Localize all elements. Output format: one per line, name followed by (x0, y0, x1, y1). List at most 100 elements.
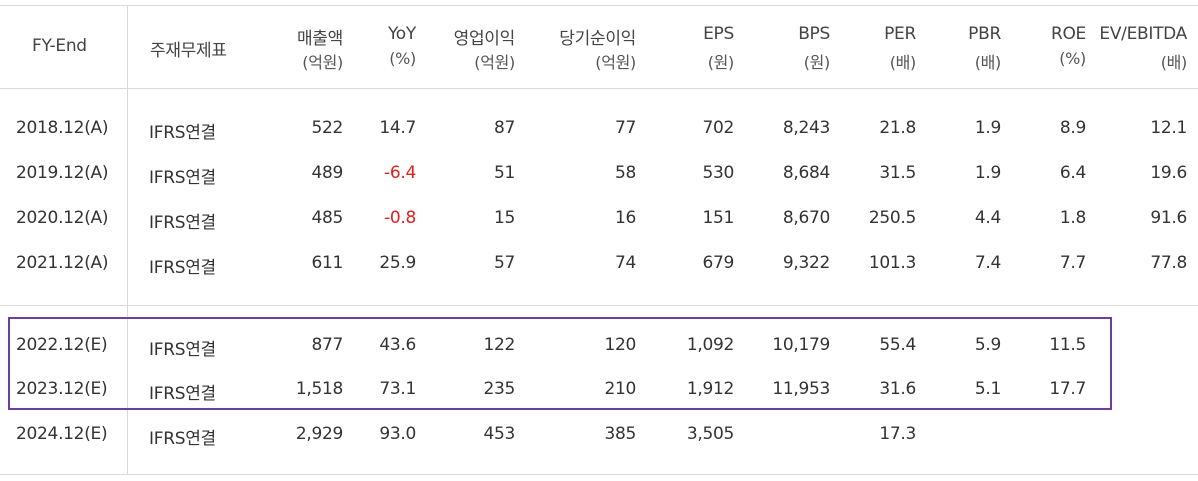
cell-per: 31.5 (879, 163, 916, 183)
cell-net-income: 16 (614, 208, 636, 228)
cell-revenue: 1,518 (295, 379, 343, 399)
cell-roe: 8.9 (1059, 118, 1086, 138)
cell-net-income: 58 (614, 163, 636, 183)
cell-net-income: 210 (604, 379, 636, 399)
cell-statement-type: IFRS연결 (149, 258, 216, 278)
header-unit-net-income: (억원) (595, 53, 636, 72)
header-unit-yoy: (%) (389, 49, 416, 68)
header-unit-pbr: (배) (974, 53, 1002, 72)
cell-operating-profit: 122 (483, 335, 515, 355)
cell-yoy: 25.9 (379, 253, 416, 273)
header-divider (0, 88, 1198, 89)
cell-pbr: 7.4 (974, 253, 1001, 273)
cell-yoy: -0.8 (384, 208, 416, 228)
cell-roe: 1.8 (1059, 208, 1086, 228)
cell-fy-end: 2020.12(A) (16, 208, 109, 228)
cell-statement-type: IFRS연결 (149, 123, 216, 143)
cell-per: 31.6 (879, 379, 916, 399)
cell-statement-type: IFRS연결 (149, 213, 216, 233)
cell-eps: 3,505 (686, 424, 734, 444)
header-unit-revenue: (억원) (302, 53, 343, 72)
cell-operating-profit: 57 (493, 253, 515, 273)
table-top-border (0, 5, 1198, 6)
cell-per: 17.3 (879, 424, 916, 444)
cell-operating-profit: 15 (493, 208, 515, 228)
cell-eps: 151 (702, 208, 734, 228)
header-pbr: PBR (968, 24, 1001, 44)
cell-eps: 679 (702, 253, 734, 273)
cell-statement-type: IFRS연결 (149, 340, 216, 360)
header-statement-type: 주재무제표 (150, 41, 227, 61)
header-unit-bps: (원) (803, 53, 831, 72)
cell-bps: 8,684 (782, 163, 830, 183)
cell-operating-profit: 87 (493, 118, 515, 138)
cell-fy-end: 2018.12(A) (16, 118, 109, 138)
header-operating-profit: 영업이익 (453, 29, 516, 49)
cell-per: 250.5 (868, 208, 916, 228)
cell-pbr: 4.4 (974, 208, 1001, 228)
cell-revenue: 611 (311, 253, 343, 273)
cell-bps: 9,322 (782, 253, 830, 273)
cell-eps: 530 (702, 163, 734, 183)
cell-net-income: 77 (614, 118, 636, 138)
cell-ev-ebitda: 77.8 (1150, 253, 1187, 273)
cell-yoy: 14.7 (379, 118, 416, 138)
header-roe: ROE (1050, 24, 1086, 44)
header-unit-operating-profit: (억원) (474, 53, 515, 72)
first-column-divider (127, 5, 128, 475)
cell-statement-type: IFRS연결 (149, 429, 216, 449)
cell-eps: 1,912 (686, 379, 734, 399)
cell-statement-type: IFRS연결 (149, 384, 216, 404)
cell-operating-profit: 235 (483, 379, 515, 399)
header-per: PER (884, 24, 916, 44)
header-unit-per: (배) (889, 53, 917, 72)
cell-eps: 702 (702, 118, 734, 138)
cell-roe: 17.7 (1049, 379, 1086, 399)
cell-bps: 8,670 (782, 208, 830, 228)
cell-ev-ebitda: 12.1 (1150, 118, 1187, 138)
cell-revenue: 489 (311, 163, 343, 183)
cell-pbr: 1.9 (974, 163, 1001, 183)
cell-eps: 1,092 (686, 335, 734, 355)
cell-revenue: 877 (311, 335, 343, 355)
header-net-income: 당기순이익 (559, 29, 636, 49)
cell-fy-end: 2021.12(A) (16, 253, 109, 273)
header-unit-eps: (원) (707, 53, 735, 72)
cell-per: 55.4 (879, 335, 916, 355)
header-fy-end: FY-End (32, 36, 87, 56)
cell-pbr: 5.9 (974, 335, 1001, 355)
cell-pbr: 1.9 (974, 118, 1001, 138)
cell-revenue: 485 (311, 208, 343, 228)
cell-bps: 10,179 (772, 335, 830, 355)
table-bottom-border (0, 474, 1198, 475)
header-bps: BPS (798, 24, 830, 44)
header-unit-ev-ebitda: (배) (1160, 53, 1188, 72)
header-eps: EPS (703, 24, 734, 44)
cell-revenue: 2,929 (295, 424, 343, 444)
cell-roe: 11.5 (1049, 335, 1086, 355)
cell-ev-ebitda: 19.6 (1150, 163, 1187, 183)
cell-yoy: 73.1 (379, 379, 416, 399)
cell-roe: 7.7 (1059, 253, 1086, 273)
cell-operating-profit: 51 (493, 163, 515, 183)
cell-pbr: 5.1 (974, 379, 1001, 399)
cell-fy-end: 2022.12(E) (16, 335, 108, 355)
cell-fy-end: 2023.12(E) (16, 379, 108, 399)
header-ev-ebitda: EV/EBITDA (1099, 24, 1187, 44)
cell-fy-end: 2024.12(E) (16, 424, 108, 444)
cell-bps: 11,953 (772, 379, 830, 399)
cell-yoy: -6.4 (384, 163, 416, 183)
cell-revenue: 522 (311, 118, 343, 138)
header-yoy: YoY (387, 24, 416, 44)
cell-net-income: 120 (604, 335, 636, 355)
cell-statement-type: IFRS연결 (149, 168, 216, 188)
actual-estimate-divider (0, 305, 1198, 306)
cell-operating-profit: 453 (483, 424, 515, 444)
cell-ev-ebitda: 91.6 (1150, 208, 1187, 228)
header-revenue: 매출액 (296, 29, 343, 49)
header-unit-roe: (%) (1059, 49, 1086, 68)
cell-per: 101.3 (868, 253, 916, 273)
cell-yoy: 43.6 (379, 335, 416, 355)
cell-per: 21.8 (879, 118, 916, 138)
